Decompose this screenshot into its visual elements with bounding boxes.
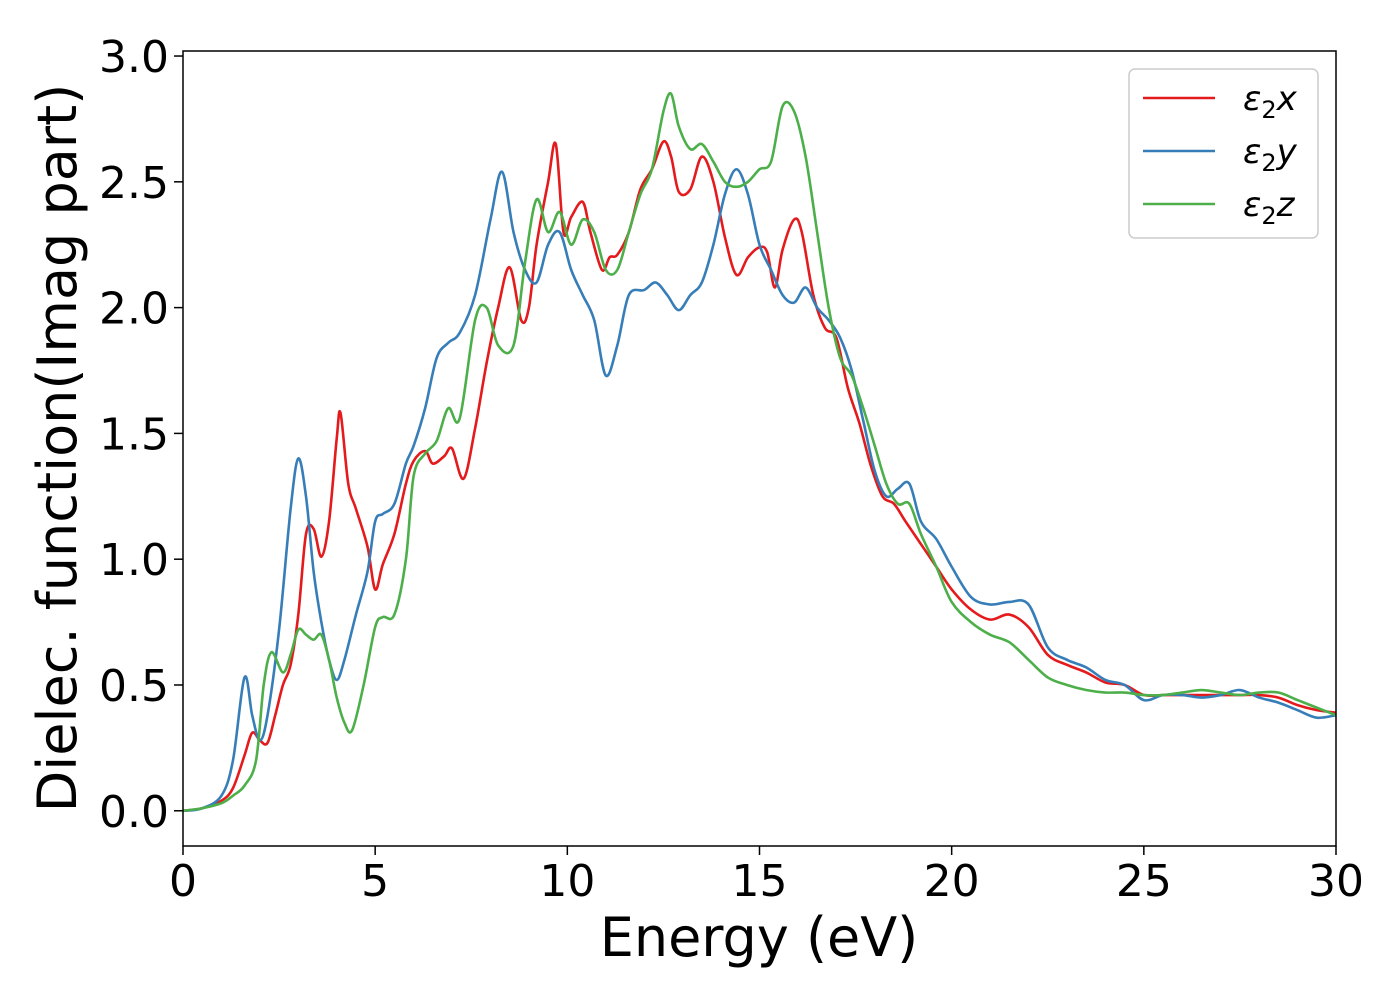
x-tick-label: 10 — [539, 856, 595, 907]
legend-label-x: ε2x — [1243, 79, 1298, 124]
ticks-layer: 0 5 10 15 20 25 30 0.0 0.5 1.0 1.5 2.0 2.5 3.0 — [99, 32, 1364, 907]
y-tick-label: 3.0 — [99, 32, 169, 83]
series-layer — [182, 91, 1337, 813]
legend-box — [1128, 68, 1319, 239]
x-axis-label: Energy (eV) — [600, 906, 919, 969]
x-tick-label: 15 — [732, 856, 788, 907]
series-line-z — [182, 91, 1337, 813]
legend: ε2x ε2y ε2z — [1128, 68, 1319, 239]
y-tick-label: 0.0 — [99, 787, 169, 838]
y-tick-label: 1.0 — [99, 535, 169, 586]
legend-label-y: ε2y — [1243, 132, 1298, 177]
x-tick-label: 25 — [1116, 856, 1172, 907]
legend-label-z: ε2z — [1243, 185, 1296, 230]
y-tick-label: 2.0 — [99, 284, 169, 335]
x-tick-label: 30 — [1308, 856, 1364, 907]
x-tick-label: 20 — [924, 856, 980, 907]
y-axis-label: Dielec. function(Imag part) — [26, 84, 89, 813]
y-tick-label: 2.5 — [99, 158, 169, 209]
y-tick-label: 0.5 — [99, 661, 169, 712]
x-tick-label: 5 — [361, 856, 389, 907]
y-tick-label: 1.5 — [99, 409, 169, 460]
x-tick-label: 0 — [169, 856, 197, 907]
